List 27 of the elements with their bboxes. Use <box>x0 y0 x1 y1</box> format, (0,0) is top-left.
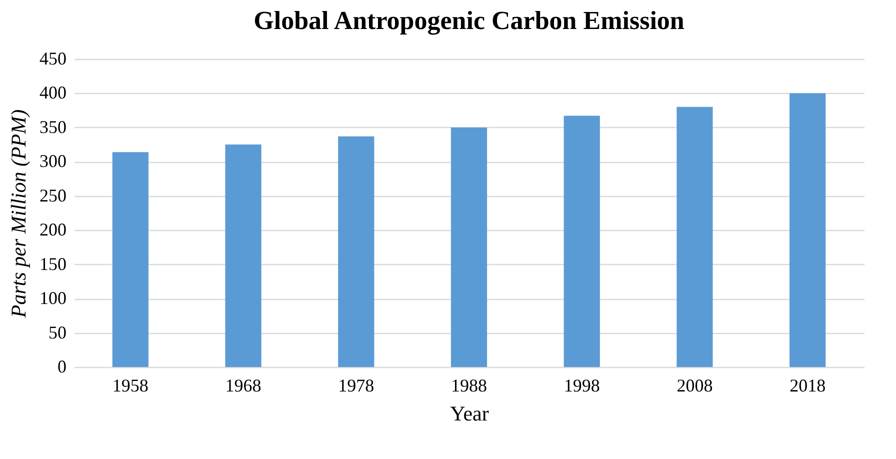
y-tick-label: 450 <box>40 48 66 68</box>
x-tick-label: 1958 <box>112 376 148 396</box>
y-axis-title: Parts per Million (PPM) <box>6 109 30 319</box>
y-tick-label: 250 <box>40 185 66 206</box>
y-tick-label: 150 <box>40 254 66 274</box>
y-tick-label: 200 <box>40 220 66 240</box>
x-tick-label: 2018 <box>790 376 826 396</box>
bar <box>676 106 713 367</box>
y-tick-label: 50 <box>48 322 66 342</box>
chart-title: Global Antropogenic Carbon Emission <box>254 6 685 35</box>
bar <box>338 136 374 367</box>
x-tick-label: 1988 <box>451 376 487 396</box>
bar <box>225 144 262 367</box>
bar <box>790 93 826 367</box>
y-tick-label: 100 <box>40 288 66 308</box>
y-tick-label: 300 <box>40 151 66 172</box>
bar <box>112 152 148 367</box>
y-tick-label: 0 <box>58 356 66 376</box>
y-tick-label: 350 <box>40 116 66 137</box>
bar <box>450 127 488 367</box>
bar <box>564 116 600 367</box>
x-axis-title: Year <box>450 402 489 426</box>
x-tick-label: 1998 <box>564 376 600 396</box>
y-tick-label: 400 <box>40 82 66 103</box>
x-tick-label: 1978 <box>338 376 374 396</box>
x-tick-label: 1968 <box>225 376 262 396</box>
x-tick-label: 2008 <box>676 376 713 396</box>
